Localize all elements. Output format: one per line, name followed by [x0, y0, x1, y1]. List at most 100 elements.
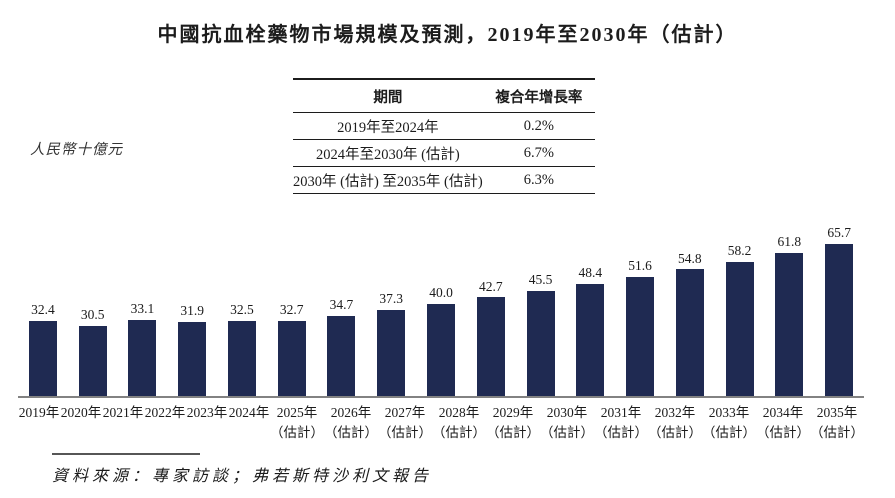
chart-column: 48.4	[565, 266, 615, 396]
bar-value-label: 32.7	[279, 301, 304, 317]
x-axis-year: 2034年	[762, 405, 804, 420]
cagr-table-body: 2019年至2024年 0.2% 2024年至2030年 (估計) 6.7% 2030年…	[293, 112, 595, 194]
x-axis-estimate-suffix: （估計）	[756, 425, 810, 441]
x-axis-estimate-suffix: （估計）	[270, 425, 324, 441]
bar-value-label: 34.7	[329, 296, 354, 312]
source-divider	[52, 453, 200, 455]
x-axis-year: 2029年	[492, 405, 534, 420]
cagr-table-header-cagr: 複合年增長率	[482, 78, 595, 113]
x-axis-label: 2034年 （估計）	[756, 398, 810, 444]
cagr-table-row: 2024年至2030年 (估計) 6.7%	[293, 139, 595, 167]
x-axis-year: 2025年	[276, 405, 318, 420]
y-axis-unit-label: 人民幣十億元	[30, 142, 123, 158]
x-axis-label: 2026年 （估計）	[324, 398, 378, 444]
chart-column: 54.8	[665, 250, 715, 396]
x-axis-year: 2020年	[60, 405, 102, 420]
bar	[775, 253, 804, 396]
x-axis-year: 2026年	[330, 405, 372, 420]
bar-value-label: 32.5	[230, 302, 254, 318]
chart-column: 30.5	[68, 306, 118, 396]
cagr-period-cell: 2019年至2024年	[293, 112, 483, 140]
x-axis-year: 2024年	[228, 405, 270, 420]
x-axis-year: 2035年	[816, 405, 858, 420]
bar	[427, 303, 455, 396]
chart-columns: 32.4 30.5 33.1 31.9 32.5 32.7 34.7 37.3 40.0 42.7…	[18, 224, 864, 398]
bar	[476, 297, 505, 396]
x-axis-label: 2035年 （估計）	[810, 398, 864, 444]
bar	[178, 322, 207, 396]
x-axis-labels: 2019年 2020年 2021年 2022年 2023年 2024年 2025年 （估計） 2…	[18, 398, 864, 444]
bar-value-label: 30.5	[80, 306, 105, 322]
x-axis-estimate-suffix: （估計）	[810, 425, 864, 441]
bar	[277, 320, 306, 396]
x-axis-year: 2027年	[384, 405, 426, 420]
bar-value-label: 48.4	[578, 265, 603, 281]
chart-column: 42.7	[466, 278, 516, 396]
x-axis-estimate-suffix: （估計）	[594, 425, 648, 441]
chart-column: 51.6	[615, 257, 665, 396]
chart-column: 33.1	[118, 301, 168, 396]
x-axis-year: 2023年	[186, 405, 228, 420]
chart-column: 32.4	[18, 303, 68, 396]
x-axis-label: 2030年 （估計）	[540, 398, 594, 444]
bar	[327, 315, 356, 396]
x-axis-estimate-suffix: （估計）	[540, 425, 594, 441]
bar-value-label: 31.9	[180, 303, 204, 319]
x-axis-year: 2022年	[144, 405, 186, 420]
cagr-value-cell: 6.7%	[482, 139, 595, 167]
x-axis-label: 2029年 （估計）	[486, 398, 540, 444]
bar-value-label: 51.6	[628, 257, 652, 273]
x-axis-estimate-suffix: （估計）	[486, 425, 540, 441]
cagr-value-cell: 6.3%	[482, 166, 595, 194]
chart-column: 45.5	[516, 272, 566, 396]
x-axis-label: 2023年	[186, 398, 228, 444]
x-axis-label: 2025年 （估計）	[270, 398, 324, 444]
x-axis-year: 2032年	[654, 405, 696, 420]
x-axis-estimate-suffix: （估計）	[324, 425, 378, 441]
bar-value-label: 40.0	[429, 284, 453, 300]
x-axis-estimate-suffix: （估計）	[432, 425, 486, 441]
x-axis-label: 2020年	[60, 398, 102, 444]
bar	[576, 284, 605, 396]
bar-value-label: 42.7	[478, 278, 503, 294]
source-note: 資料來源：專家訪談；弗若斯特沙利文報告	[52, 468, 433, 485]
bar	[626, 276, 655, 396]
bar	[377, 309, 406, 396]
chart-column: 37.3	[366, 290, 416, 396]
x-axis-label: 2021年	[102, 398, 144, 444]
cagr-table: 期間 複合年增長率 2019年至2024年 0.2% 2024年至2030年 (估計…	[293, 78, 595, 194]
chart-column: 65.7	[814, 226, 864, 396]
cagr-table-row: 2019年至2024年 0.2%	[293, 112, 595, 140]
x-axis-estimate-suffix: （估計）	[378, 425, 432, 441]
bar	[227, 320, 256, 396]
x-axis-label: 2024年	[228, 398, 270, 444]
bar-value-label: 37.3	[379, 290, 404, 306]
cagr-table-header-row: 期間 複合年增長率	[293, 78, 595, 113]
bar	[725, 261, 754, 396]
x-axis-label: 2031年 （估計）	[594, 398, 648, 444]
chart-column: 40.0	[416, 284, 466, 396]
bar	[128, 319, 157, 396]
bar-value-label: 54.8	[678, 250, 702, 266]
chart-column: 32.5	[217, 302, 267, 396]
x-axis-year: 2028年	[438, 405, 480, 420]
cagr-value-cell: 0.2%	[482, 112, 595, 140]
x-axis-estimate-suffix: （估計）	[648, 425, 702, 441]
x-axis-label: 2028年 （估計）	[432, 398, 486, 444]
bar-value-label: 58.2	[727, 242, 752, 258]
bar	[526, 290, 555, 396]
chart-column: 34.7	[317, 296, 367, 396]
chart-column: 58.2	[715, 242, 765, 396]
bar-value-label: 65.7	[827, 225, 851, 241]
chart-column: 31.9	[167, 304, 217, 396]
bar	[28, 321, 57, 396]
bar	[675, 269, 704, 396]
cagr-period-cell: 2030年 (估計) 至2035年 (估計)	[293, 166, 483, 194]
bar-chart: 32.4 30.5 33.1 31.9 32.5 32.7 34.7 37.3 40.0 42.7…	[18, 224, 864, 444]
bar-value-label: 45.5	[528, 272, 553, 288]
x-axis-estimate-suffix: （估計）	[702, 425, 756, 441]
x-axis-year: 2033年	[708, 405, 750, 420]
x-axis-label: 2027年 （估計）	[378, 398, 432, 444]
chart-column: 61.8	[764, 235, 814, 396]
